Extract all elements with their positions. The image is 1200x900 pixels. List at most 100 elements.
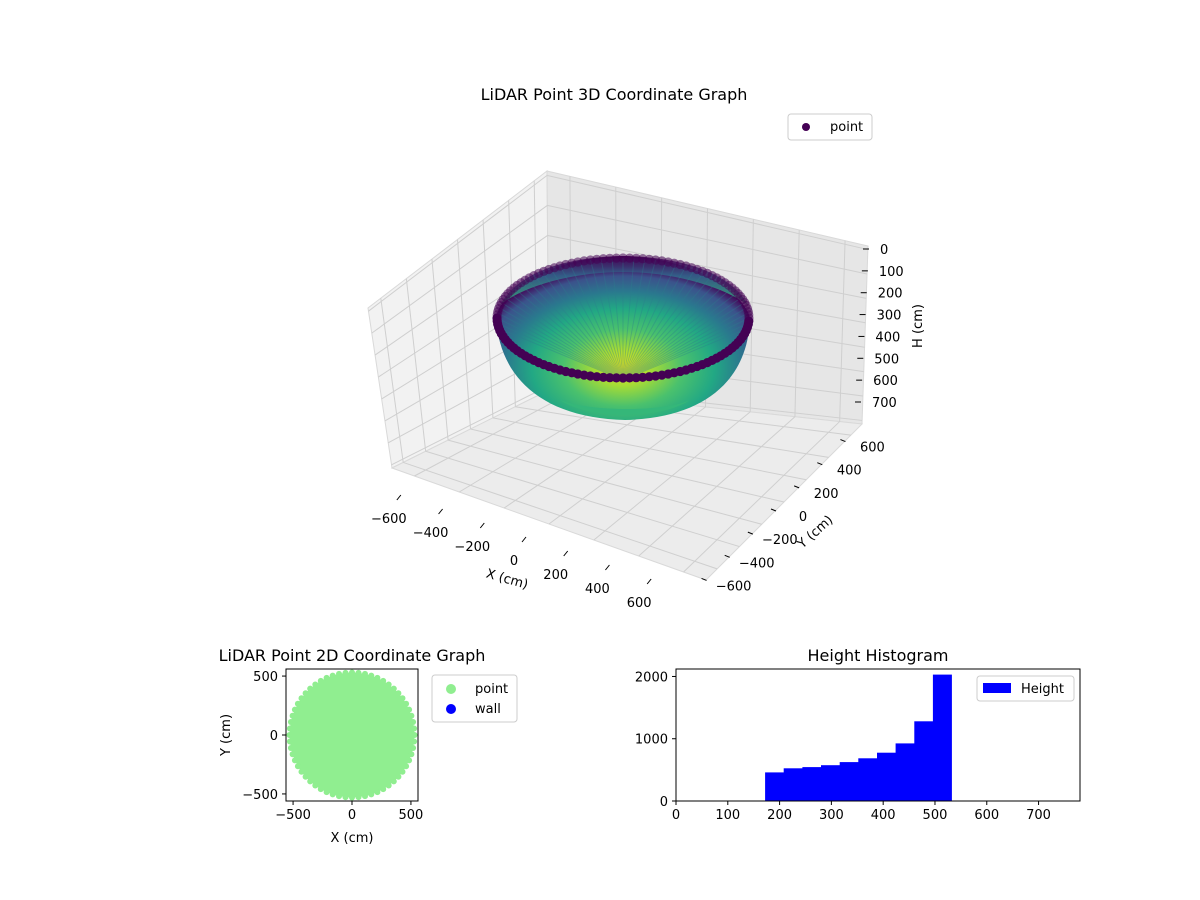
grid-3d-z (371, 204, 868, 334)
bowl-ray (622, 283, 727, 381)
bowl-ray (579, 261, 624, 381)
x-tick-3d-label: 600 (627, 596, 652, 611)
legend-3d: point (787, 113, 873, 141)
bowl-ray (501, 302, 624, 381)
scatter-2d-point (291, 757, 298, 764)
bowl-ray (622, 287, 733, 381)
grid-3d-right-v (839, 240, 846, 422)
bowl-ray (498, 327, 624, 381)
z-tick-3d-label: 200 (878, 287, 903, 302)
bowl-rim (492, 253, 754, 415)
y-tick-3d-mark (840, 439, 846, 443)
bowl-ray (622, 302, 745, 381)
bowl-ray (550, 268, 624, 381)
scatter-2d-point (355, 669, 362, 676)
bowl-ray (504, 297, 624, 381)
scatter-2d-point (307, 778, 314, 785)
x-tick-hist-label: 500 (923, 808, 948, 823)
bowl-ray (497, 322, 624, 381)
grid-3d-left-v (380, 298, 404, 463)
x-tick-hist-label: 0 (672, 808, 680, 823)
pane-floor (390, 389, 864, 581)
x-tick-3d-mark (479, 522, 485, 529)
scatter-2d-point (286, 732, 293, 738)
bowl-ray (622, 271, 705, 381)
x-tick-3d-mark (605, 564, 610, 571)
y-tick-3d-label: 600 (860, 441, 885, 456)
grid-3d-left-v (431, 259, 449, 441)
histogram-bar (877, 752, 896, 801)
scatter-2d-point (342, 669, 349, 676)
bowl-ray (508, 292, 624, 381)
x-axis-label-3d: X (cm) (484, 566, 529, 592)
bowl-rays (496, 258, 750, 381)
y-tick-3d-label: −200 (762, 533, 798, 548)
bowl-rim-point (618, 253, 628, 263)
histogram-bar (932, 674, 952, 801)
histogram-bar (895, 743, 915, 801)
z-tick-3d-label: 300 (877, 309, 902, 324)
scatter-2d-point (399, 768, 406, 775)
bowl-ray (600, 258, 624, 381)
grid-3d-left-v (457, 239, 471, 430)
histogram-bar (914, 721, 934, 801)
legend-2d-point-label: point (475, 682, 508, 697)
legend-2d-wall-marker (446, 704, 456, 714)
scatter-2d-point (302, 690, 309, 697)
legend-histogram-frame (976, 675, 1075, 702)
bowl-ray (622, 263, 677, 381)
histogram-ticks: 0 100 200 300 400 500 600 700 0 1000 2000 (635, 670, 1051, 823)
bowl-ray (622, 292, 738, 381)
bowl-ray (622, 317, 750, 381)
bowl-rim-point (638, 372, 648, 382)
legend-2d-point-marker (446, 684, 456, 694)
x-tick-3d-label: −400 (413, 526, 449, 541)
legend-2d-wall-label: wall (475, 702, 501, 717)
bowl-ray (622, 265, 687, 381)
x-tick-hist-label: 400 (871, 808, 896, 823)
z-tick-3d-label: 0 (880, 243, 888, 258)
grid-3d-z (368, 174, 868, 312)
scatter-2d-point (294, 700, 301, 707)
y-tick-3d-label: −400 (739, 556, 775, 571)
x-tick-3d-label: −200 (454, 540, 490, 555)
grid-3d-floor-y (492, 417, 807, 481)
scatter-2d-point (408, 751, 415, 758)
scatter-2d-point (312, 681, 319, 688)
grid-3d-right-v (794, 229, 800, 417)
bowl-ray (611, 258, 624, 381)
x-tick-3d-mark (396, 494, 402, 501)
x-tick-3d-mark (646, 578, 652, 585)
x-tick-3d-mark (438, 508, 443, 515)
y-tick-3d-label: 400 (837, 464, 862, 479)
bowl-rim-point (631, 373, 641, 383)
scatter-2d-point (385, 782, 392, 789)
scatter-2d-point (395, 773, 402, 780)
bowl-ray (622, 275, 713, 381)
bowl-ray (622, 261, 667, 381)
bowl-rim-point (631, 253, 641, 263)
chart-3d: LiDAR Point 3D Coordinate Graph −600 −400… (367, 85, 926, 611)
bowl-bottom-accent (560, 400, 690, 415)
scatter-2d-point (342, 794, 349, 801)
x-tick-3d-label: 200 (543, 568, 568, 583)
scatter-2d-point (329, 791, 336, 798)
chart-2d-title: LiDAR Point 2D Coordinate Graph (219, 646, 486, 665)
bowl-ray (497, 312, 624, 381)
bowl-rim-point (611, 253, 622, 263)
y-tick-3d-mark (724, 554, 730, 558)
y-tick-3d-mark (817, 462, 823, 466)
grid-3d-floor-x (638, 416, 796, 557)
y-tick-3d-label: −600 (716, 579, 752, 594)
z-tick-3d-label: 600 (873, 374, 898, 389)
x-axis-label-2d: X (cm) (331, 831, 374, 846)
scatter-2d-point (291, 706, 298, 713)
scatter-2d-point (323, 789, 330, 796)
scatter-2d-point (336, 670, 342, 677)
scatter-2d-point (380, 677, 387, 684)
z-tick-3d-label: 100 (879, 265, 904, 280)
scatter-2d-point (374, 674, 381, 681)
bowl-ray (622, 259, 657, 381)
bowl-rim-point (605, 253, 615, 263)
